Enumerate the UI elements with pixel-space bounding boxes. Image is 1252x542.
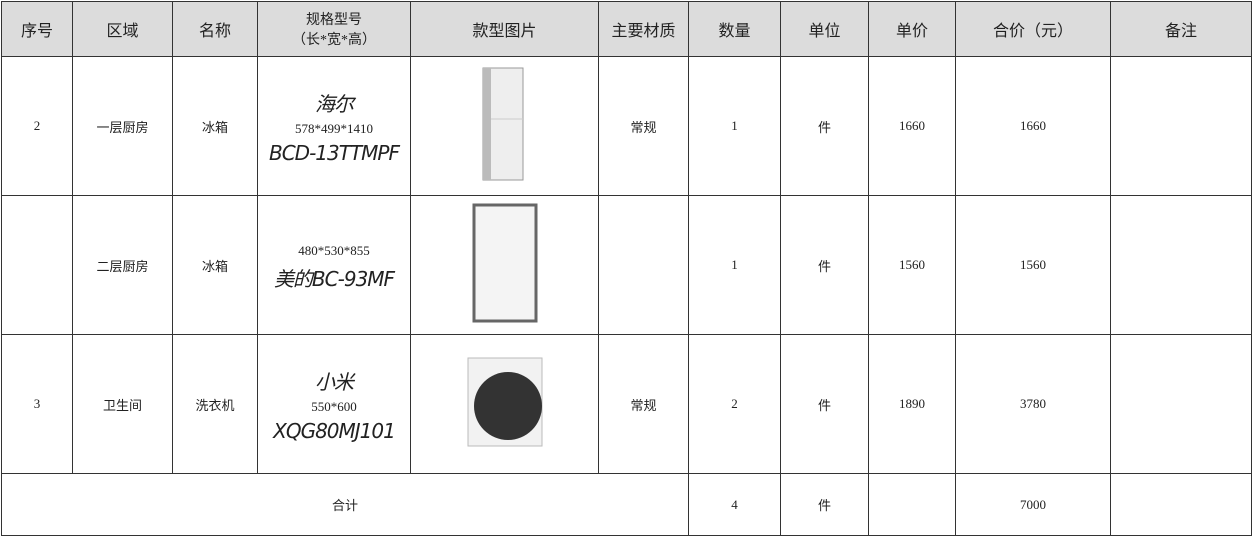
summary-label: 合计 — [1, 473, 689, 536]
cell: 卫生间 — [72, 334, 173, 474]
handwriting: 美的BC-93MF — [273, 266, 395, 291]
cell: 3780 — [955, 334, 1111, 474]
header-cell: 规格型号 （长*宽*高） — [257, 1, 411, 57]
spec: 578*499*1410 — [295, 120, 373, 136]
spec: 480*530*855 — [298, 242, 370, 258]
header-row: 序号 区域 名称 规格型号 （长*宽*高） 款型图片 主要材质 数量 单位 单价 … — [1, 1, 1252, 57]
cell — [410, 195, 599, 335]
summary-row: 合计 4 件 7000 — [1, 473, 1252, 536]
cell: 1 — [688, 195, 781, 335]
header-cell: 款型图片 — [410, 1, 599, 57]
cell — [410, 56, 599, 196]
row: 3 卫生间 洗衣机 小米 550*600 XQG80MJ101 常规 2 件 189… — [1, 334, 1252, 474]
cell: 1560 — [868, 195, 956, 335]
cell: 7000 — [955, 473, 1111, 536]
cell: 1660 — [868, 56, 956, 196]
cell: 1560 — [955, 195, 1111, 335]
cell: 1660 — [955, 56, 1111, 196]
spec: 550*600 — [311, 398, 357, 414]
header-cell: 单价 — [868, 1, 956, 57]
handwriting: BCD-13TTMPF — [268, 140, 400, 165]
header-cell: 名称 — [172, 1, 258, 57]
cell — [868, 473, 956, 536]
header-cell: 区域 — [72, 1, 173, 57]
cell: 小米 550*600 XQG80MJ101 — [257, 334, 411, 474]
handwriting: XQG80MJ101 — [273, 418, 396, 443]
header-text: 规格型号 — [306, 13, 362, 28]
handwriting: 小米 — [315, 369, 354, 394]
washer-image — [467, 357, 542, 447]
cell: 件 — [780, 195, 869, 335]
cell — [1110, 473, 1252, 536]
row: 2 一层厨房 冰箱 海尔 578*499*1410 BCD-13TTMPF 常规 1… — [1, 56, 1252, 196]
header-cell: 备注 — [1110, 1, 1252, 57]
cell: 海尔 578*499*1410 BCD-13TTMPF — [257, 56, 411, 196]
cell: 件 — [780, 334, 869, 474]
cell: 常规 — [598, 334, 689, 474]
header-cell: 合价（元） — [955, 1, 1111, 57]
header-text: （长*宽*高） — [292, 33, 376, 48]
cell — [1110, 56, 1252, 196]
header-cell: 单位 — [780, 1, 869, 57]
cell: 洗衣机 — [172, 334, 258, 474]
cell — [1, 195, 73, 335]
cell — [598, 195, 689, 335]
row: 二层厨房 冰箱 480*530*855 美的BC-93MF 1 件 1560 15… — [1, 195, 1252, 335]
fridge-image — [482, 67, 523, 181]
cell: 件 — [780, 473, 869, 536]
cell: 1 — [688, 56, 781, 196]
cell: 冰箱 — [172, 195, 258, 335]
cell: 4 — [688, 473, 781, 536]
cell: 2 — [688, 334, 781, 474]
cell: 480*530*855 美的BC-93MF — [257, 195, 411, 335]
header-cell: 主要材质 — [598, 1, 689, 57]
cell: 一层厨房 — [72, 56, 173, 196]
cell: 常规 — [598, 56, 689, 196]
cell: 二层厨房 — [72, 195, 173, 335]
header-cell: 序号 — [1, 1, 73, 57]
fridge-image — [472, 203, 537, 322]
cell: 2 — [1, 56, 73, 196]
header-cell: 数量 — [688, 1, 781, 57]
cell — [410, 334, 599, 474]
cell — [1110, 195, 1252, 335]
cell: 3 — [1, 334, 73, 474]
cell: 1890 — [868, 334, 956, 474]
cell: 件 — [780, 56, 869, 196]
cell — [1110, 334, 1252, 474]
cell: 冰箱 — [172, 56, 258, 196]
handwriting: 海尔 — [315, 91, 354, 116]
